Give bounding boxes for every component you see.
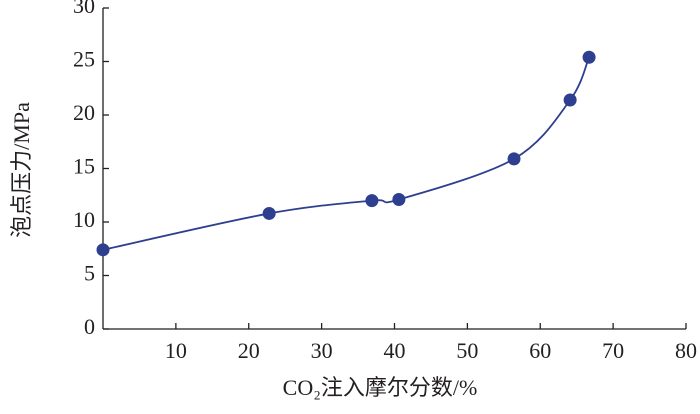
data-point [507, 152, 521, 166]
fit-curve [102, 56, 590, 251]
y-tick-label: 5 [84, 261, 95, 286]
data-point [262, 206, 276, 220]
x-tick-label: 50 [456, 338, 478, 363]
x-tick-label: 20 [238, 338, 260, 363]
y-tick-label: 15 [73, 154, 95, 179]
x-tick-label: 70 [602, 338, 624, 363]
y-tick-label: 25 [73, 47, 95, 72]
x-axis-label: CO₂注入摩尔分数/% [283, 375, 478, 400]
x-tick-label: 80 [675, 338, 697, 363]
x-tick-label: 40 [384, 338, 406, 363]
y-tick-label: 0 [84, 314, 95, 339]
data-point [96, 243, 110, 257]
y-axis-label: 泡点压力/MPa [9, 102, 34, 238]
y-tick-label: 20 [73, 100, 95, 125]
data-point [392, 193, 406, 207]
x-tick-label: 30 [311, 338, 333, 363]
y-tick-label: 30 [73, 0, 95, 18]
y-tick-label: 10 [73, 207, 95, 232]
data-point [582, 50, 596, 64]
x-tick-label: 10 [165, 338, 187, 363]
data-point [365, 194, 379, 208]
x-tick-label: 60 [529, 338, 551, 363]
data-point [563, 93, 577, 107]
